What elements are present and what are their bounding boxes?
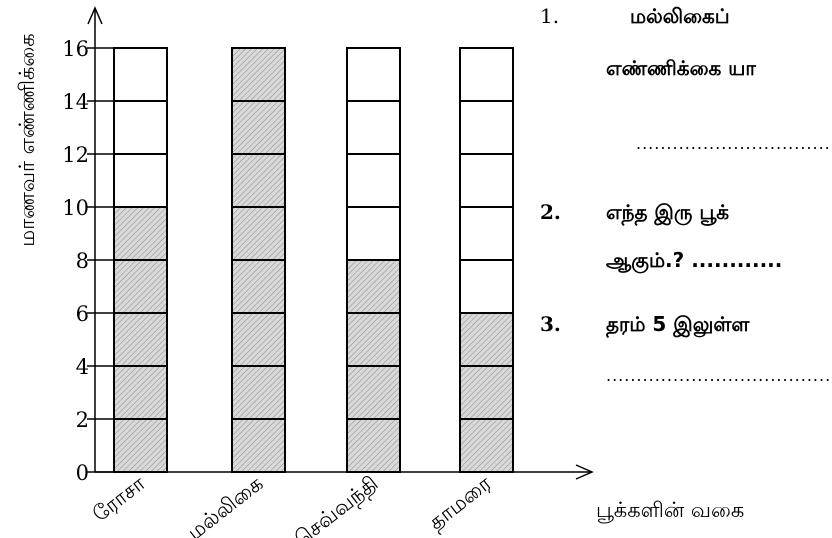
question-1-number: 1.: [540, 4, 559, 28]
bar-cell-empty: [114, 154, 167, 207]
bar-cell-filled: [232, 48, 285, 101]
bar-cell-filled: [114, 207, 167, 260]
bar-cell-filled: [232, 313, 285, 366]
y-tick-label: 6: [76, 302, 89, 326]
y-tick-label: 12: [62, 143, 89, 167]
bar-cell-empty: [347, 48, 400, 101]
bar-cell-filled: [232, 366, 285, 419]
bar-cell-empty: [460, 101, 513, 154]
bar-cell-empty: [460, 260, 513, 313]
x-category-label: ரோசா: [88, 471, 150, 526]
bar-cell-filled: [232, 101, 285, 154]
bar-cell-filled: [347, 313, 400, 366]
bar-1: [114, 48, 167, 472]
bar-cell-empty: [114, 101, 167, 154]
bar-cell-empty: [114, 48, 167, 101]
question-2-line1: எந்த இரு பூக்: [606, 200, 729, 227]
question-3-answer-line: ......................................: [606, 366, 832, 385]
bar-cell-empty: [347, 154, 400, 207]
bar-cell-filled: [114, 366, 167, 419]
bar-cell-filled: [460, 419, 513, 472]
bar-cell-filled: [347, 419, 400, 472]
question-1-line2: எண்ணிக்கை யா: [606, 56, 756, 83]
bar-cell-empty: [460, 48, 513, 101]
bar-cell-filled: [232, 419, 285, 472]
bar-cell-empty: [460, 207, 513, 260]
y-tick-label: 8: [76, 249, 89, 273]
question-1-answer-line: ......................................: [636, 134, 832, 153]
y-axis-label: மாணவர் எண்ணிக்கை: [15, 33, 39, 246]
bar-cell-filled: [232, 154, 285, 207]
y-ticks: 0 2 4 6 8 10 12 14 16: [62, 37, 113, 485]
bar-cell-empty: [347, 207, 400, 260]
bar-cell-filled: [347, 366, 400, 419]
bar-cell-filled: [232, 260, 285, 313]
y-tick-label: 16: [62, 37, 89, 61]
question-1-line1: மல்லிகைப்: [630, 4, 730, 31]
question-3-line1: தரம் 5 இலுள்ள: [606, 312, 749, 339]
bar-cell-filled: [460, 366, 513, 419]
bar-cell-filled: [114, 313, 167, 366]
bar-3: [347, 48, 400, 472]
x-category-label: தாமரை: [424, 471, 497, 536]
x-category-label: மல்லிகை: [183, 471, 268, 538]
bar-cell-filled: [460, 313, 513, 366]
x-category-label: செவ்வந்தி: [290, 471, 384, 538]
bar-cell-filled: [114, 260, 167, 313]
question-3-number: 3.: [540, 312, 561, 336]
question-2-line2: ஆகும்.? ............: [606, 248, 782, 275]
bar-cell-empty: [347, 101, 400, 154]
bar-2: [232, 48, 285, 472]
y-tick-label: 4: [76, 355, 89, 379]
x-axis-label: பூக்களின் வகை: [596, 498, 744, 525]
y-tick-label: 14: [62, 90, 89, 114]
bars: [114, 48, 513, 472]
y-tick-label: 2: [76, 408, 89, 432]
y-tick-label: 0: [76, 461, 89, 485]
bar-cell-filled: [347, 260, 400, 313]
bar-cell-filled: [232, 207, 285, 260]
question-2-number: 2.: [540, 200, 561, 224]
bar-4: [460, 48, 513, 472]
x-categories: ரோசா மல்லிகை செவ்வந்தி தாமரை: [88, 471, 497, 538]
bar-cell-filled: [114, 419, 167, 472]
bar-cell-empty: [460, 154, 513, 207]
y-tick-label: 10: [62, 196, 89, 220]
